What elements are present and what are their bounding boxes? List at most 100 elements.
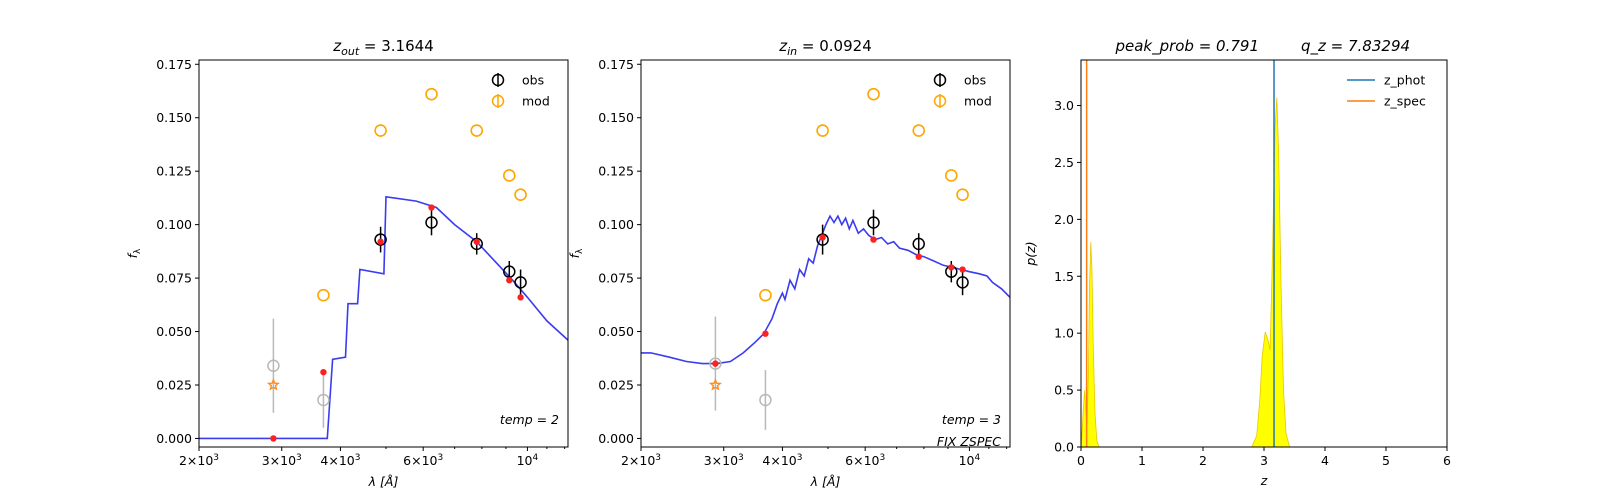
model-flux-point	[377, 238, 384, 245]
mod-point	[816, 124, 829, 137]
obs-faint-point	[267, 359, 280, 373]
x-axis-label: z	[1260, 473, 1268, 488]
annotation: FIX ZSPEC	[937, 434, 1001, 449]
x-axis-label: λ [Å]	[368, 474, 399, 489]
y-tick-label: 0.125	[156, 164, 192, 179]
mod-point	[470, 124, 484, 137]
x-tick-label: 6×103	[403, 453, 443, 468]
legend-label: z_spec	[1384, 94, 1426, 109]
model-flux-point	[517, 294, 524, 301]
pz-panel: peak_prob = 0.791 q_z = 7.83294 0 1 2 3 4 5 6 0.0…	[1023, 37, 1451, 488]
y-tick-label: 1.0	[1054, 326, 1074, 341]
model-flux-point	[712, 360, 719, 367]
x-tick-label: 3×103	[704, 453, 744, 468]
mod-point	[956, 188, 969, 202]
chart-title: zin = 0.0924	[778, 37, 872, 58]
mod-point	[502, 169, 516, 182]
x-tick-label: 104	[517, 453, 539, 468]
sed-out-panel: zout = 3.1644 2×103 3×103 4×103 6×103 104 0.00…	[125, 37, 569, 489]
legend-label: z_phot	[1384, 73, 1425, 88]
y-tick-label: 0.050	[156, 324, 192, 339]
y-tick-label: 0.5	[1054, 383, 1074, 398]
x-tick-label: 4×103	[762, 453, 802, 468]
obs-point	[867, 216, 880, 229]
y-tick-label: 0.125	[598, 164, 634, 179]
y-tick-label: 0.000	[598, 431, 634, 446]
legend-marker	[491, 94, 505, 108]
y-tick-label: 0.025	[156, 377, 192, 392]
mod-point	[317, 288, 330, 302]
legend-marker	[933, 94, 947, 108]
chart-title-qz: q_z = 7.83294	[1301, 37, 1410, 56]
mod-point	[912, 124, 926, 137]
x-tick-label: 104	[959, 453, 981, 468]
obs-point	[374, 233, 387, 246]
legend-marker	[933, 73, 947, 87]
y-tick-label: 0.0	[1054, 440, 1074, 455]
x-tick-label: 4×103	[320, 453, 360, 468]
axes-frame	[198, 59, 569, 448]
model-flux-point	[819, 234, 826, 241]
mod-point	[514, 188, 527, 202]
y-tick-label: 2.5	[1054, 155, 1074, 170]
chart-title-peak-prob: peak_prob = 0.791	[1114, 37, 1259, 56]
x-tick-label: 1	[1138, 453, 1146, 468]
model-flux-point	[762, 330, 769, 337]
obs-faint-point	[317, 393, 330, 407]
mod-star-point	[708, 378, 722, 391]
y-tick-label: 0.075	[156, 271, 192, 286]
y-tick-label: 3.0	[1054, 98, 1074, 113]
model-flux-point	[428, 204, 435, 211]
y-axis-label: fλ	[125, 248, 143, 258]
model-flux-point	[959, 266, 966, 273]
legend-label: mod	[964, 94, 992, 109]
mod-point	[759, 288, 772, 302]
mod-point	[867, 87, 880, 101]
y-axis-label: p(z)	[1023, 241, 1038, 266]
model-flux-point	[948, 264, 955, 271]
legend-marker	[491, 73, 505, 87]
annotation: temp = 3	[942, 412, 1001, 427]
x-tick-label: 4	[1321, 453, 1329, 468]
y-tick-label: 2.0	[1054, 212, 1074, 227]
y-tick-label: 0.175	[598, 57, 634, 72]
x-tick-label: 2×103	[621, 453, 661, 468]
legend-label: mod	[522, 94, 550, 109]
model-flux-point	[506, 277, 513, 284]
obs-point	[514, 276, 527, 289]
x-tick-label: 3×103	[262, 453, 302, 468]
legend-label: obs	[964, 73, 986, 88]
model-flux-point	[320, 368, 327, 376]
x-tick-label: 2×103	[179, 453, 219, 468]
mod-star-point	[266, 378, 280, 391]
mod-point	[944, 169, 958, 182]
legend-label: obs	[522, 73, 544, 88]
y-tick-label: 0.075	[598, 271, 634, 286]
y-tick-label: 0.150	[598, 110, 634, 125]
axes-frame	[640, 59, 1011, 448]
model-curve	[641, 214, 1010, 365]
y-tick-label: 0.175	[156, 57, 192, 72]
obs-point	[912, 237, 925, 251]
y-tick-label: 1.5	[1054, 269, 1074, 284]
y-tick-label: 0.000	[156, 431, 192, 446]
obs-point	[816, 233, 829, 246]
y-tick-label: 0.150	[156, 110, 192, 125]
y-tick-label: 0.100	[598, 217, 634, 232]
model-flux-point	[870, 236, 877, 243]
model-flux-point	[915, 253, 922, 260]
x-tick-label: 0	[1077, 453, 1085, 468]
model-flux-point	[473, 238, 480, 245]
y-axis-label: fλ	[567, 248, 585, 258]
x-axis-label: λ [Å]	[810, 474, 841, 489]
x-tick-label: 6	[1443, 453, 1451, 468]
y-tick-label: 0.050	[598, 324, 634, 339]
model-flux-point	[270, 435, 277, 442]
chart-title: zout = 3.1644	[332, 37, 434, 58]
x-tick-label: 3	[1260, 453, 1268, 468]
y-tick-label: 0.100	[156, 217, 192, 232]
mod-point	[374, 124, 387, 137]
obs-point	[956, 276, 969, 289]
mod-point	[425, 87, 438, 101]
